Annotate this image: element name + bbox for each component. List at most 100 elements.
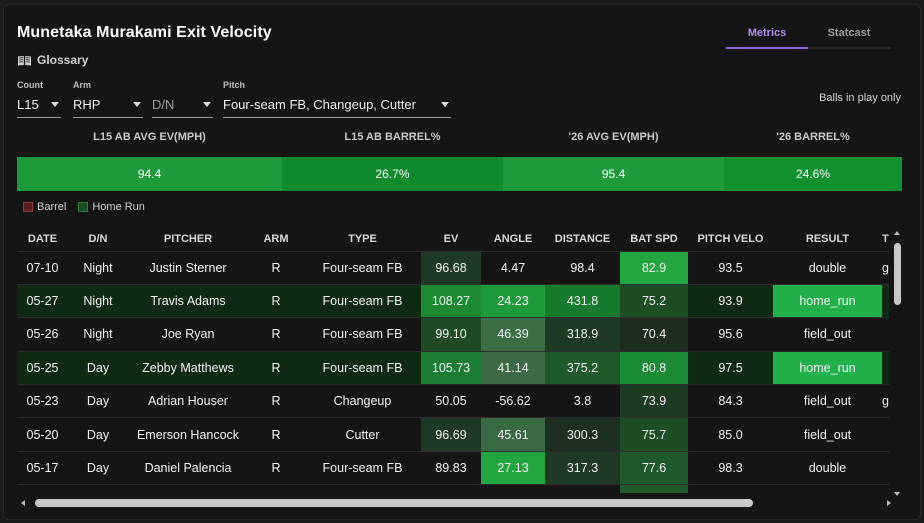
cell-result: double xyxy=(773,451,882,486)
cell-type: Changeup xyxy=(304,384,421,419)
cell-velo: 85.0 xyxy=(688,417,773,452)
table-row[interactable]: 07-10 Night Justin Sterner R Four-seam FB 96.… xyxy=(17,251,889,285)
column-header-distance[interactable]: DISTANCE xyxy=(545,227,620,252)
cell-tr xyxy=(882,317,889,352)
cell-pitcher: Adrian Houser xyxy=(128,384,248,419)
cell-ev: 89.83 xyxy=(421,451,481,486)
arm-filter: Arm RHP xyxy=(73,80,143,118)
table-row[interactable]: 05-17 Day Daniel Palencia R Four-seam FB 89.8… xyxy=(17,451,889,486)
cell-ev: 96.69 xyxy=(421,417,481,452)
table-row[interactable]: 05-17DayColin ReaRFour-seam FB92.274.102… xyxy=(17,484,889,493)
tab-metrics[interactable]: Metrics xyxy=(726,25,808,49)
cell-batspd: 70.4 xyxy=(620,317,688,352)
exit-velocity-card: Munetaka Murakami Exit Velocity Glossary… xyxy=(3,4,921,520)
summary-value-26-barrel: 24.6% xyxy=(724,157,902,191)
column-header-d-n[interactable]: D/N xyxy=(68,227,128,252)
cell-pitcher: Justin Sterner xyxy=(128,251,248,285)
cell-date: 05-25 xyxy=(17,351,68,386)
cell-arm: R xyxy=(248,317,304,352)
cell-pitcher: Daniel Palencia xyxy=(128,451,248,486)
cell-type: Four-seam FB xyxy=(304,451,421,486)
column-header-tr[interactable]: TR xyxy=(882,227,889,252)
summary-value-26-ev: 95.4 xyxy=(503,157,724,191)
dn-select[interactable]: D/N xyxy=(152,96,213,118)
pitch-filter: Pitch Four-seam FB, Changeup, Cutter xyxy=(223,80,451,118)
cell-velo: 95.6 xyxy=(688,317,773,352)
cell-type: Four-seam FB xyxy=(304,351,421,386)
cell-angle: 24.23 xyxy=(481,284,545,319)
table-row[interactable]: 05-27 Night Travis Adams R Four-seam FB 108.2… xyxy=(17,284,889,319)
column-header-pitcher[interactable]: PITCHER xyxy=(128,227,248,252)
legend-label-barrel: Barrel xyxy=(37,201,67,213)
cell-pitcher: Travis Adams xyxy=(128,284,248,319)
vertical-scrollbar[interactable] xyxy=(894,231,901,496)
cell-distance: 98.4 xyxy=(545,251,620,285)
cell-tr: gr xyxy=(882,384,889,419)
at-bats-table: DATE D/N PITCHER ARM TYPE EV ANGLE DISTANCE BAT … xyxy=(17,227,889,493)
cell-angle: 45.61 xyxy=(481,417,545,452)
cell-batspd: 78.2 xyxy=(620,484,688,493)
cell-dn: Day xyxy=(68,351,128,386)
count-filter: Count L15 xyxy=(17,80,61,118)
cell-distance: 24.1 xyxy=(545,484,620,493)
cell-tr xyxy=(882,417,889,452)
cell-type: Four-seam FB xyxy=(304,484,421,493)
cell-arm: R xyxy=(248,417,304,452)
summary-value-l15-barrel: 26.7% xyxy=(282,157,503,191)
cell-result: double xyxy=(773,251,882,285)
cell-arm: R xyxy=(248,284,304,319)
cell-date: 07-10 xyxy=(17,251,68,285)
table-row[interactable]: 05-20 Day Emerson Hancock R Cutter 96.69 45.61… xyxy=(17,417,889,452)
count-filter-label: Count xyxy=(17,80,43,90)
cell-tr xyxy=(882,284,889,319)
column-header-arm[interactable]: ARM xyxy=(248,227,304,252)
column-header-bat-spd[interactable]: BAT SPD xyxy=(620,227,688,252)
cell-result: field_out xyxy=(773,484,882,493)
balls-in-play-toggle[interactable]: Balls in play only xyxy=(819,92,901,104)
table-row[interactable]: 05-23 Day Adrian Houser R Changeup 50.05 -56.6… xyxy=(17,384,889,419)
scroll-right-icon[interactable] xyxy=(887,500,891,506)
cell-type: Four-seam FB xyxy=(304,284,421,319)
arm-filter-label: Arm xyxy=(73,80,92,90)
cell-batspd: 82.9 xyxy=(620,251,688,285)
cell-distance: 317.3 xyxy=(545,451,620,486)
cell-ev: 105.73 xyxy=(421,351,481,386)
cell-arm: R xyxy=(248,384,304,419)
horizontal-scroll-thumb[interactable] xyxy=(35,499,753,507)
count-select[interactable]: L15 xyxy=(17,96,61,118)
table-header-row: DATE D/N PITCHER ARM TYPE EV ANGLE DISTANCE BAT … xyxy=(17,227,889,252)
cell-date: 05-20 xyxy=(17,417,68,452)
cell-ev: 92.27 xyxy=(421,484,481,493)
scroll-down-icon[interactable] xyxy=(894,492,900,496)
cell-type: Four-seam FB xyxy=(304,317,421,352)
column-header-type[interactable]: TYPE xyxy=(304,227,421,252)
column-header-angle[interactable]: ANGLE xyxy=(481,227,545,252)
table-row[interactable]: 05-25 Day Zebby Matthews R Four-seam FB 105.7… xyxy=(17,351,889,386)
arm-select[interactable]: RHP xyxy=(73,96,143,118)
table-row[interactable]: 05-26 Night Joe Ryan R Four-seam FB 99.10 46.3… xyxy=(17,317,889,352)
home-run-swatch xyxy=(78,202,89,212)
scroll-up-icon[interactable] xyxy=(894,231,900,235)
cell-distance: 375.2 xyxy=(545,351,620,386)
column-header-date[interactable]: DATE xyxy=(17,227,68,252)
column-header-pitch-velo[interactable]: PITCH VELO xyxy=(688,227,773,252)
cell-date: 05-17 xyxy=(17,451,68,486)
pitch-select[interactable]: Four-seam FB, Changeup, Cutter xyxy=(223,96,451,118)
cell-dn: Day xyxy=(68,451,128,486)
horizontal-scrollbar[interactable] xyxy=(21,498,891,508)
cell-result: field_out xyxy=(773,417,882,452)
cell-dn: Day xyxy=(68,417,128,452)
cell-date: 05-23 xyxy=(17,384,68,419)
column-header-result[interactable]: RESULT xyxy=(773,227,882,252)
cell-pitcher: Joe Ryan xyxy=(128,317,248,352)
scroll-left-icon[interactable] xyxy=(21,500,25,506)
glossary-link[interactable]: Glossary xyxy=(17,53,88,67)
cell-tr xyxy=(882,351,889,386)
cell-batspd: 75.2 xyxy=(620,284,688,319)
cell-date: 05-27 xyxy=(17,284,68,319)
vertical-scroll-thumb[interactable] xyxy=(894,243,901,305)
cell-tr: gr xyxy=(882,251,889,285)
tab-statcast[interactable]: Statcast xyxy=(808,25,890,49)
cell-result: home_run xyxy=(773,351,882,386)
column-header-ev[interactable]: EV xyxy=(421,227,481,252)
